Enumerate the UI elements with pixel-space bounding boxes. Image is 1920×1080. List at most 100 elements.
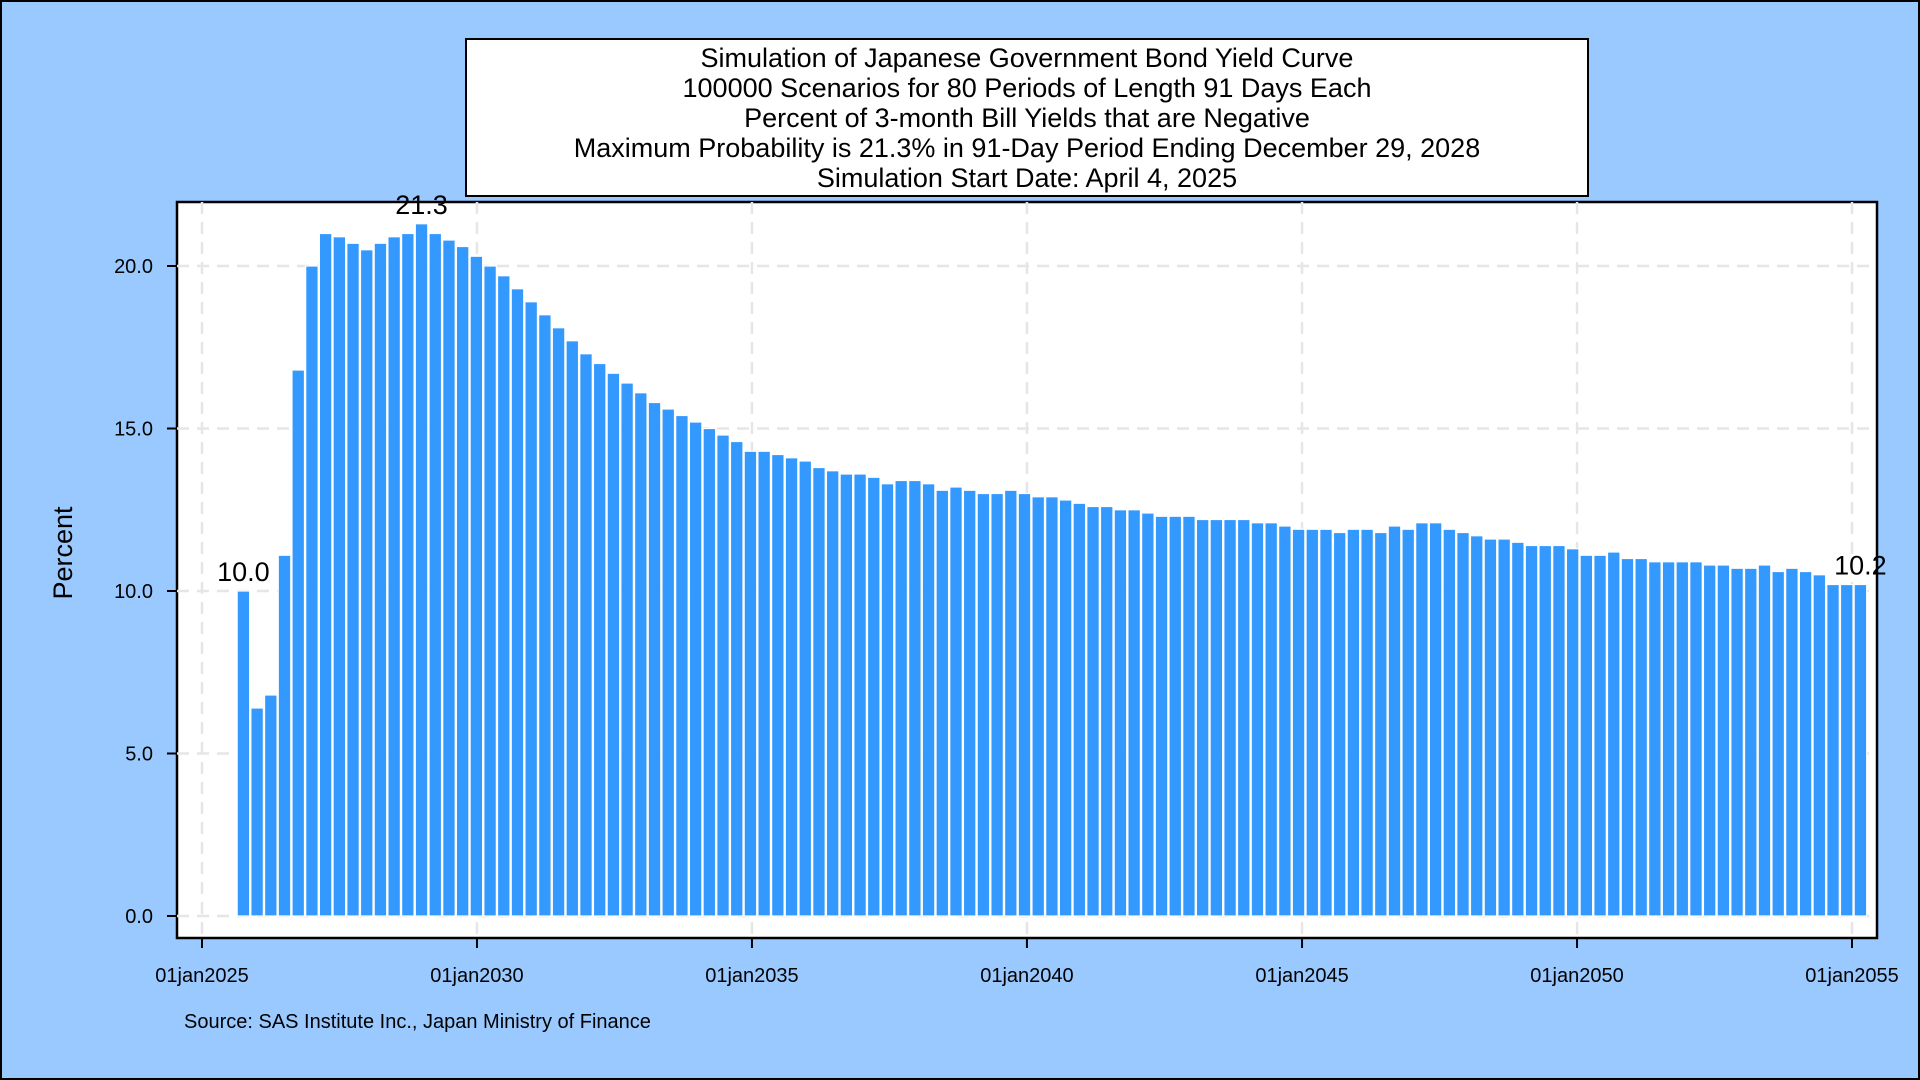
x-tick-label: 01jan2050 [1530,965,1623,987]
bar [1826,583,1840,917]
chart-title-line-5: Simulation Start Date: April 4, 2025 [816,162,1238,193]
bar [455,245,470,917]
bar [1812,574,1827,917]
bar [1743,567,1758,917]
bar [757,450,771,917]
y-axis-label: Percent [48,506,78,600]
bar [414,223,429,917]
bar [1456,531,1470,917]
bar [442,239,456,917]
chart-title-line-4: Maximum Probability is 21.3% in 91-Day P… [573,132,1481,163]
bar [675,414,689,917]
data-label: 21.3 [395,190,448,220]
bar [387,236,402,917]
bar [1538,544,1553,917]
bar [770,453,785,917]
x-tick-label: 01jan2025 [155,965,248,987]
bar [935,489,950,917]
bar [1757,564,1772,917]
bar [976,492,991,917]
bar [401,232,415,917]
bar [1415,522,1429,917]
bar [1182,515,1196,917]
bar [1223,518,1237,917]
bar [1524,544,1539,917]
bar [1360,528,1374,917]
bar [1579,554,1594,917]
bar [1264,522,1279,917]
bar [1017,492,1032,917]
bar [1716,564,1731,917]
bar [1661,561,1676,917]
bar [551,327,566,917]
bar [291,369,306,917]
bar [1278,525,1292,917]
bar [798,460,813,917]
bar [1168,515,1183,917]
x-tick-label: 01jan2035 [705,965,798,987]
bar [1702,564,1717,917]
bar [949,486,963,917]
y-tick-label: 20.0 [114,256,153,278]
bar [688,421,703,917]
bar [592,362,607,917]
bar [606,372,621,917]
x-tick-label: 01jan2045 [1255,965,1348,987]
bar [1510,541,1525,917]
x-tick-label: 01jan2040 [980,965,1073,987]
bar [318,232,333,917]
bar [1373,531,1388,917]
bar [1127,509,1141,917]
x-tick-label: 01jan2055 [1805,965,1898,987]
chart-title-line-3: Percent of 3-month Bill Yields that are … [744,102,1310,133]
source-note: Source: SAS Institute Inc., Japan Minist… [184,1011,651,1033]
bar [1798,570,1813,917]
bar [620,382,634,917]
bar [1606,551,1621,917]
bar [1003,489,1018,917]
bar [1291,528,1306,917]
bar [921,483,936,917]
bar [1332,531,1347,917]
bar [1620,557,1635,917]
bar [1689,561,1703,917]
bar [1771,570,1786,917]
bar [1428,522,1443,917]
bar [1195,518,1210,917]
chart-title-box: Simulation of Japanese Government Bond Y… [465,38,1589,197]
bar [1730,567,1744,917]
bar [1305,528,1320,917]
bar [428,232,443,917]
bar [496,275,511,917]
bar [1387,525,1402,917]
bar [1154,515,1169,917]
bar [1113,509,1128,917]
bar [729,440,744,917]
bar [962,489,977,917]
y-tick-label: 10.0 [114,581,153,603]
bar [894,479,909,917]
bar [250,707,264,917]
bar [332,236,347,917]
bar [1497,538,1511,917]
bar [346,242,360,917]
chart-title-line-1: Simulation of Japanese Government Bond Y… [700,42,1354,73]
bar [716,434,730,917]
data-label: 10.0 [217,557,270,587]
bar [236,590,251,917]
bar [1593,554,1607,917]
bar [812,466,826,917]
bar [784,457,799,917]
bar [1483,538,1498,917]
bar [839,473,854,917]
bar [1785,567,1799,917]
bar [1853,583,1868,917]
bar [661,408,676,917]
bar [1250,522,1265,917]
data-label: 10.2 [1834,551,1887,581]
bar [1140,512,1155,917]
bar [1346,528,1361,917]
bar [579,353,593,917]
bar [1072,502,1087,917]
